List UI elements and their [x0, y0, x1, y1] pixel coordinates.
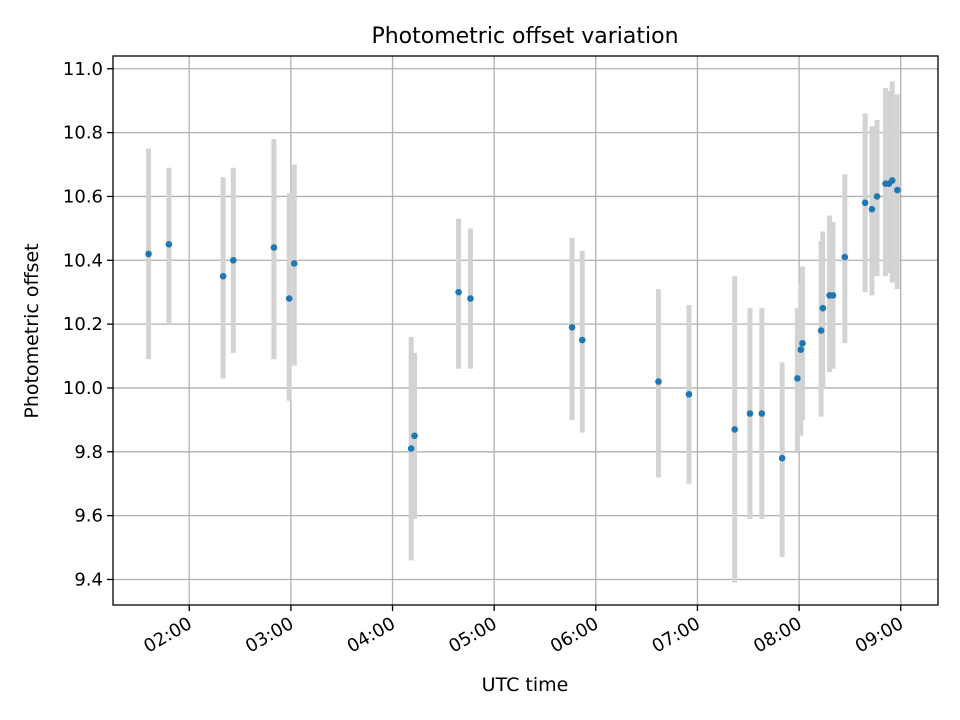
data-point [165, 241, 173, 248]
data-point [841, 253, 849, 261]
data-point [270, 244, 278, 251]
data-point [829, 292, 837, 299]
y-tick-label: 10.0 [63, 378, 103, 399]
data-point [229, 256, 237, 264]
y-tick-label: 10.4 [63, 250, 103, 271]
chart-title: Photometric offset variation [371, 24, 678, 49]
data-point [868, 205, 876, 213]
data-point [407, 445, 415, 452]
data-point [799, 339, 806, 347]
data-point [746, 410, 754, 417]
data-point [794, 375, 801, 382]
data-point [568, 324, 576, 331]
y-tick-label: 10.2 [63, 314, 103, 335]
data-point [894, 186, 901, 194]
y-axis-label: Photometric offset [21, 243, 43, 418]
data-point [873, 193, 881, 200]
y-tick-label: 9.4 [74, 569, 103, 590]
data-point [411, 432, 418, 440]
plot-frame [112, 55, 939, 606]
data-point [778, 454, 786, 462]
x-axis-label: UTC time [482, 674, 569, 696]
data-point [578, 336, 586, 344]
data-point [455, 288, 462, 296]
data-point [861, 199, 869, 207]
data-point [685, 391, 693, 398]
data-point [655, 378, 662, 385]
data-point [758, 410, 766, 417]
y-tick-label: 9.6 [74, 506, 103, 527]
y-tick-label: 9.8 [74, 442, 103, 463]
data-markers [145, 177, 901, 462]
data-point [819, 304, 827, 312]
y-tick-label: 10.8 [63, 123, 103, 144]
y-tick-label: 11.0 [63, 59, 103, 80]
data-point [467, 295, 474, 302]
data-point [145, 250, 152, 258]
y-tick-label: 10.6 [63, 186, 103, 207]
data-point [797, 346, 805, 353]
data-point [731, 426, 739, 433]
data-point [219, 272, 227, 280]
data-point [817, 327, 825, 334]
data-point [290, 260, 298, 267]
data-point [285, 295, 293, 302]
y-axis-ticks: 9.4 9.6 9.8 10.0 10.2 10.4 10.6 10.8 11.0 [63, 59, 113, 590]
data-point [888, 177, 896, 184]
